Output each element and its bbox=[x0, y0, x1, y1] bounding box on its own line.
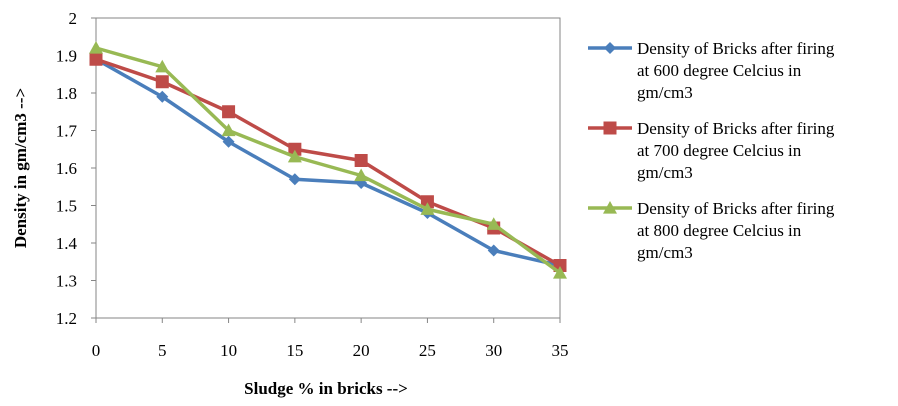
data-point bbox=[354, 154, 368, 167]
x-tick-label: 10 bbox=[220, 341, 237, 360]
x-axis-title: Sludge % in bricks --> bbox=[244, 379, 408, 398]
y-tick-label: 1.4 bbox=[56, 234, 78, 253]
y-axis: 1.2 1.3 1.4 1.5 1.6 1.7 1.8 1.9 2 bbox=[56, 9, 96, 328]
data-point bbox=[221, 123, 236, 137]
legend-item-2: Density of Bricks after firing at 700 deg… bbox=[588, 119, 835, 182]
x-tick-label: 20 bbox=[353, 341, 370, 360]
data-point bbox=[354, 168, 369, 182]
data-point bbox=[89, 41, 103, 54]
series-line bbox=[95, 57, 561, 268]
data-point bbox=[155, 75, 169, 89]
data-point bbox=[288, 173, 301, 186]
plot-area bbox=[95, 17, 561, 319]
data-point bbox=[222, 135, 235, 148]
y-tick-label: 1.7 bbox=[56, 122, 78, 141]
y-tick-label: 1.9 bbox=[56, 47, 77, 66]
series-layer bbox=[89, 41, 567, 279]
series-line bbox=[95, 57, 561, 268]
legend-item-3: Density of Bricks after firing at 800 deg… bbox=[588, 199, 835, 262]
legend-item-1: Density of Bricks after firing at 600 deg… bbox=[588, 39, 835, 102]
legend-label: at 700 degree Celcius in bbox=[637, 141, 802, 160]
legend: Density of Bricks after firing at 600 deg… bbox=[588, 39, 835, 262]
data-point bbox=[420, 202, 435, 215]
data-point bbox=[222, 105, 236, 119]
y-tick-label: 1.6 bbox=[56, 159, 77, 178]
series-line bbox=[95, 46, 562, 275]
data-point bbox=[89, 52, 103, 66]
y-tick-label: 1.5 bbox=[56, 197, 77, 216]
legend-marker bbox=[603, 121, 617, 135]
x-tick-label: 15 bbox=[286, 341, 303, 360]
x-tick-label: 5 bbox=[158, 341, 167, 360]
legend-label: gm/cm3 bbox=[637, 83, 693, 102]
data-point bbox=[156, 90, 169, 103]
x-axis: 0 5 10 15 20 25 30 35 bbox=[92, 318, 569, 360]
x-tick-label: 25 bbox=[419, 341, 436, 360]
x-tick-label: 30 bbox=[485, 341, 502, 360]
legend-label: at 600 degree Celcius in bbox=[637, 61, 802, 80]
y-tick-label: 1.8 bbox=[56, 84, 77, 103]
y-axis-title: Density in gm/cm3 --> bbox=[11, 88, 30, 248]
legend-label: gm/cm3 bbox=[637, 163, 693, 182]
data-point bbox=[486, 217, 501, 230]
legend-marker bbox=[604, 42, 616, 54]
y-tick-label: 2 bbox=[69, 9, 78, 28]
legend-label: Density of Bricks after firing bbox=[637, 119, 835, 138]
data-point bbox=[487, 244, 500, 257]
data-point bbox=[420, 195, 434, 209]
legend-label: gm/cm3 bbox=[637, 243, 693, 262]
y-tick-label: 1.3 bbox=[56, 272, 77, 291]
data-point bbox=[288, 142, 302, 156]
legend-label: Density of Bricks after firing bbox=[637, 199, 835, 218]
legend-label: at 800 degree Celcius in bbox=[637, 221, 802, 240]
data-point bbox=[553, 266, 567, 279]
x-tick-label: 0 bbox=[92, 341, 101, 360]
legend-marker bbox=[603, 201, 617, 214]
legend-label: Density of Bricks after firing bbox=[637, 39, 835, 58]
data-point bbox=[155, 59, 170, 73]
series-3 bbox=[89, 41, 567, 279]
y-tick-label: 1.2 bbox=[56, 309, 77, 328]
x-tick-label: 35 bbox=[552, 341, 569, 360]
data-point bbox=[287, 149, 302, 163]
